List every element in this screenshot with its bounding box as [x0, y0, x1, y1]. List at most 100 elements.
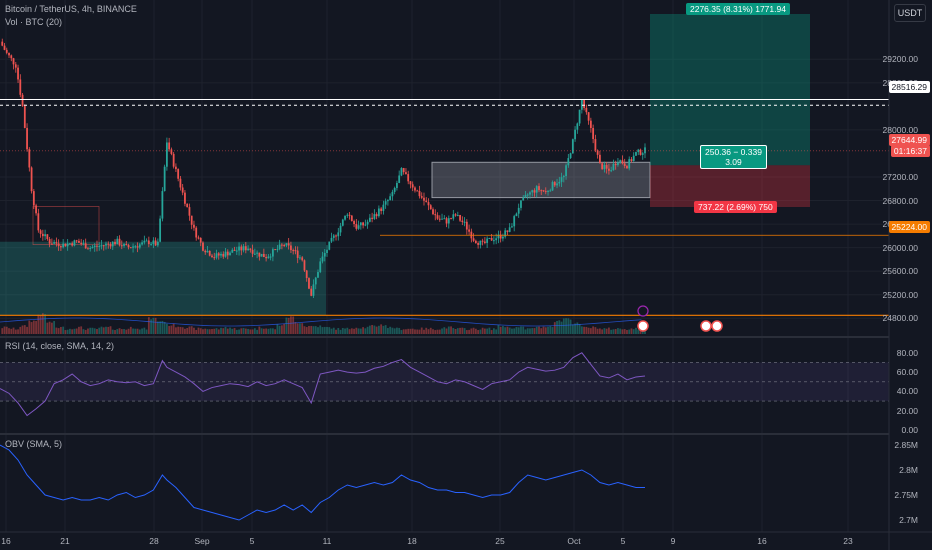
volume-bar [526, 328, 529, 334]
candle-body [312, 284, 315, 296]
candle-body [425, 200, 428, 203]
lightning-event-icon[interactable] [637, 305, 649, 317]
candle-body [621, 160, 624, 164]
stop-zone-box[interactable] [650, 165, 810, 208]
candle-body [632, 155, 635, 161]
volume-bar [213, 328, 216, 334]
candle-body [411, 184, 414, 188]
volume-bar [278, 325, 281, 334]
volume-bar [596, 328, 599, 334]
candle-body [587, 112, 590, 121]
rsi-indicator-label[interactable]: RSI (14, close, SMA, 14, 2) [5, 341, 115, 351]
candle-body [472, 238, 475, 241]
volume-bar [459, 327, 461, 334]
time-tick-label: Sep [194, 536, 210, 546]
volume-bar [14, 329, 17, 334]
volume-bar [150, 319, 153, 334]
time-tick-label: 23 [843, 536, 853, 546]
economic-event-flag-icon[interactable] [711, 320, 723, 332]
volume-bar [547, 326, 549, 334]
event-markers[interactable] [637, 305, 723, 332]
candle-body [452, 214, 455, 219]
currency-button[interactable]: USDT [894, 4, 926, 22]
volume-bar [531, 328, 534, 334]
candle-body [359, 222, 362, 226]
candle-body [598, 154, 601, 164]
stop-label[interactable]: 737.22 (2.69%) 750 [694, 201, 777, 213]
volume-bar [373, 325, 376, 334]
volume-bar [411, 328, 414, 334]
candle-body [635, 152, 637, 156]
candle-body [28, 149, 31, 168]
volume-bar [377, 325, 380, 334]
volume-bar [337, 328, 340, 334]
volume-bar [233, 328, 236, 334]
demand-zone-box[interactable] [0, 241, 326, 316]
candle-body [337, 232, 340, 237]
volume-bar [91, 327, 94, 334]
candle-body [215, 253, 218, 258]
support-price-badge: 25224.00 [888, 221, 930, 233]
candle-body [508, 227, 511, 232]
volume-bars [0, 313, 646, 334]
volume-bar [208, 329, 211, 334]
symbol-title[interactable]: Bitcoin / TetherUS, 4h, BINANCE [5, 4, 137, 14]
volume-bar [326, 326, 328, 334]
volume-bar [594, 327, 597, 334]
candle-body [393, 187, 396, 192]
volume-bar [447, 326, 450, 334]
candle-body [26, 127, 28, 150]
candle-body [450, 218, 452, 220]
candle-body [355, 224, 358, 229]
volume-bar [199, 328, 202, 334]
candle-body [127, 245, 130, 248]
volume-bar [583, 326, 586, 334]
candle-body [427, 202, 430, 206]
candle-body [14, 64, 17, 68]
candle-body [294, 250, 297, 252]
candle-body [262, 253, 265, 258]
volume-bar [89, 327, 92, 334]
horizontal-lines[interactable] [0, 99, 889, 316]
candle-body [177, 169, 180, 179]
economic-event-flag-icon[interactable] [700, 320, 712, 332]
candle-body [170, 149, 173, 154]
candle-body [35, 205, 37, 214]
candle-body [100, 245, 103, 247]
candle-body [229, 252, 231, 256]
risk-reward-label[interactable]: 250.36 − 0.339 3.09 [700, 145, 767, 169]
candle-body [623, 163, 626, 167]
volume-bar [141, 328, 143, 334]
drawing-boxes[interactable] [0, 14, 810, 316]
volume-bar [317, 327, 319, 334]
candle-body [420, 196, 423, 198]
price-tick-label: 26000.00 [882, 242, 918, 253]
candle-body [84, 243, 87, 249]
target-label[interactable]: 2276.35 (8.31%) 1771.94 [686, 3, 790, 15]
candle-body [511, 226, 513, 228]
candle-body [603, 165, 606, 170]
candle-body [517, 207, 520, 214]
obv-indicator-label[interactable]: OBV (SMA, 5) [5, 439, 63, 449]
candle-body [301, 257, 304, 261]
volume-bar [37, 314, 40, 334]
candle-body [558, 181, 561, 184]
candle-body [574, 129, 576, 140]
obv-tick-label: 2.8M [899, 465, 918, 475]
candle-body [305, 270, 308, 279]
volume-bar [567, 318, 570, 334]
candle-body [368, 217, 371, 222]
volume-bar [423, 329, 425, 334]
volume-bar [105, 326, 107, 334]
volume-bar [465, 330, 468, 334]
volume-bar [578, 323, 581, 334]
candle-body [402, 168, 405, 173]
volume-indicator-label[interactable]: Vol · BTC (20) [5, 17, 63, 27]
economic-event-flag-icon[interactable] [637, 320, 649, 332]
target-zone-box[interactable] [650, 14, 810, 166]
candle-body [59, 246, 62, 248]
candle-body [136, 246, 139, 248]
candle-body [102, 245, 105, 247]
candle-body [39, 230, 42, 234]
